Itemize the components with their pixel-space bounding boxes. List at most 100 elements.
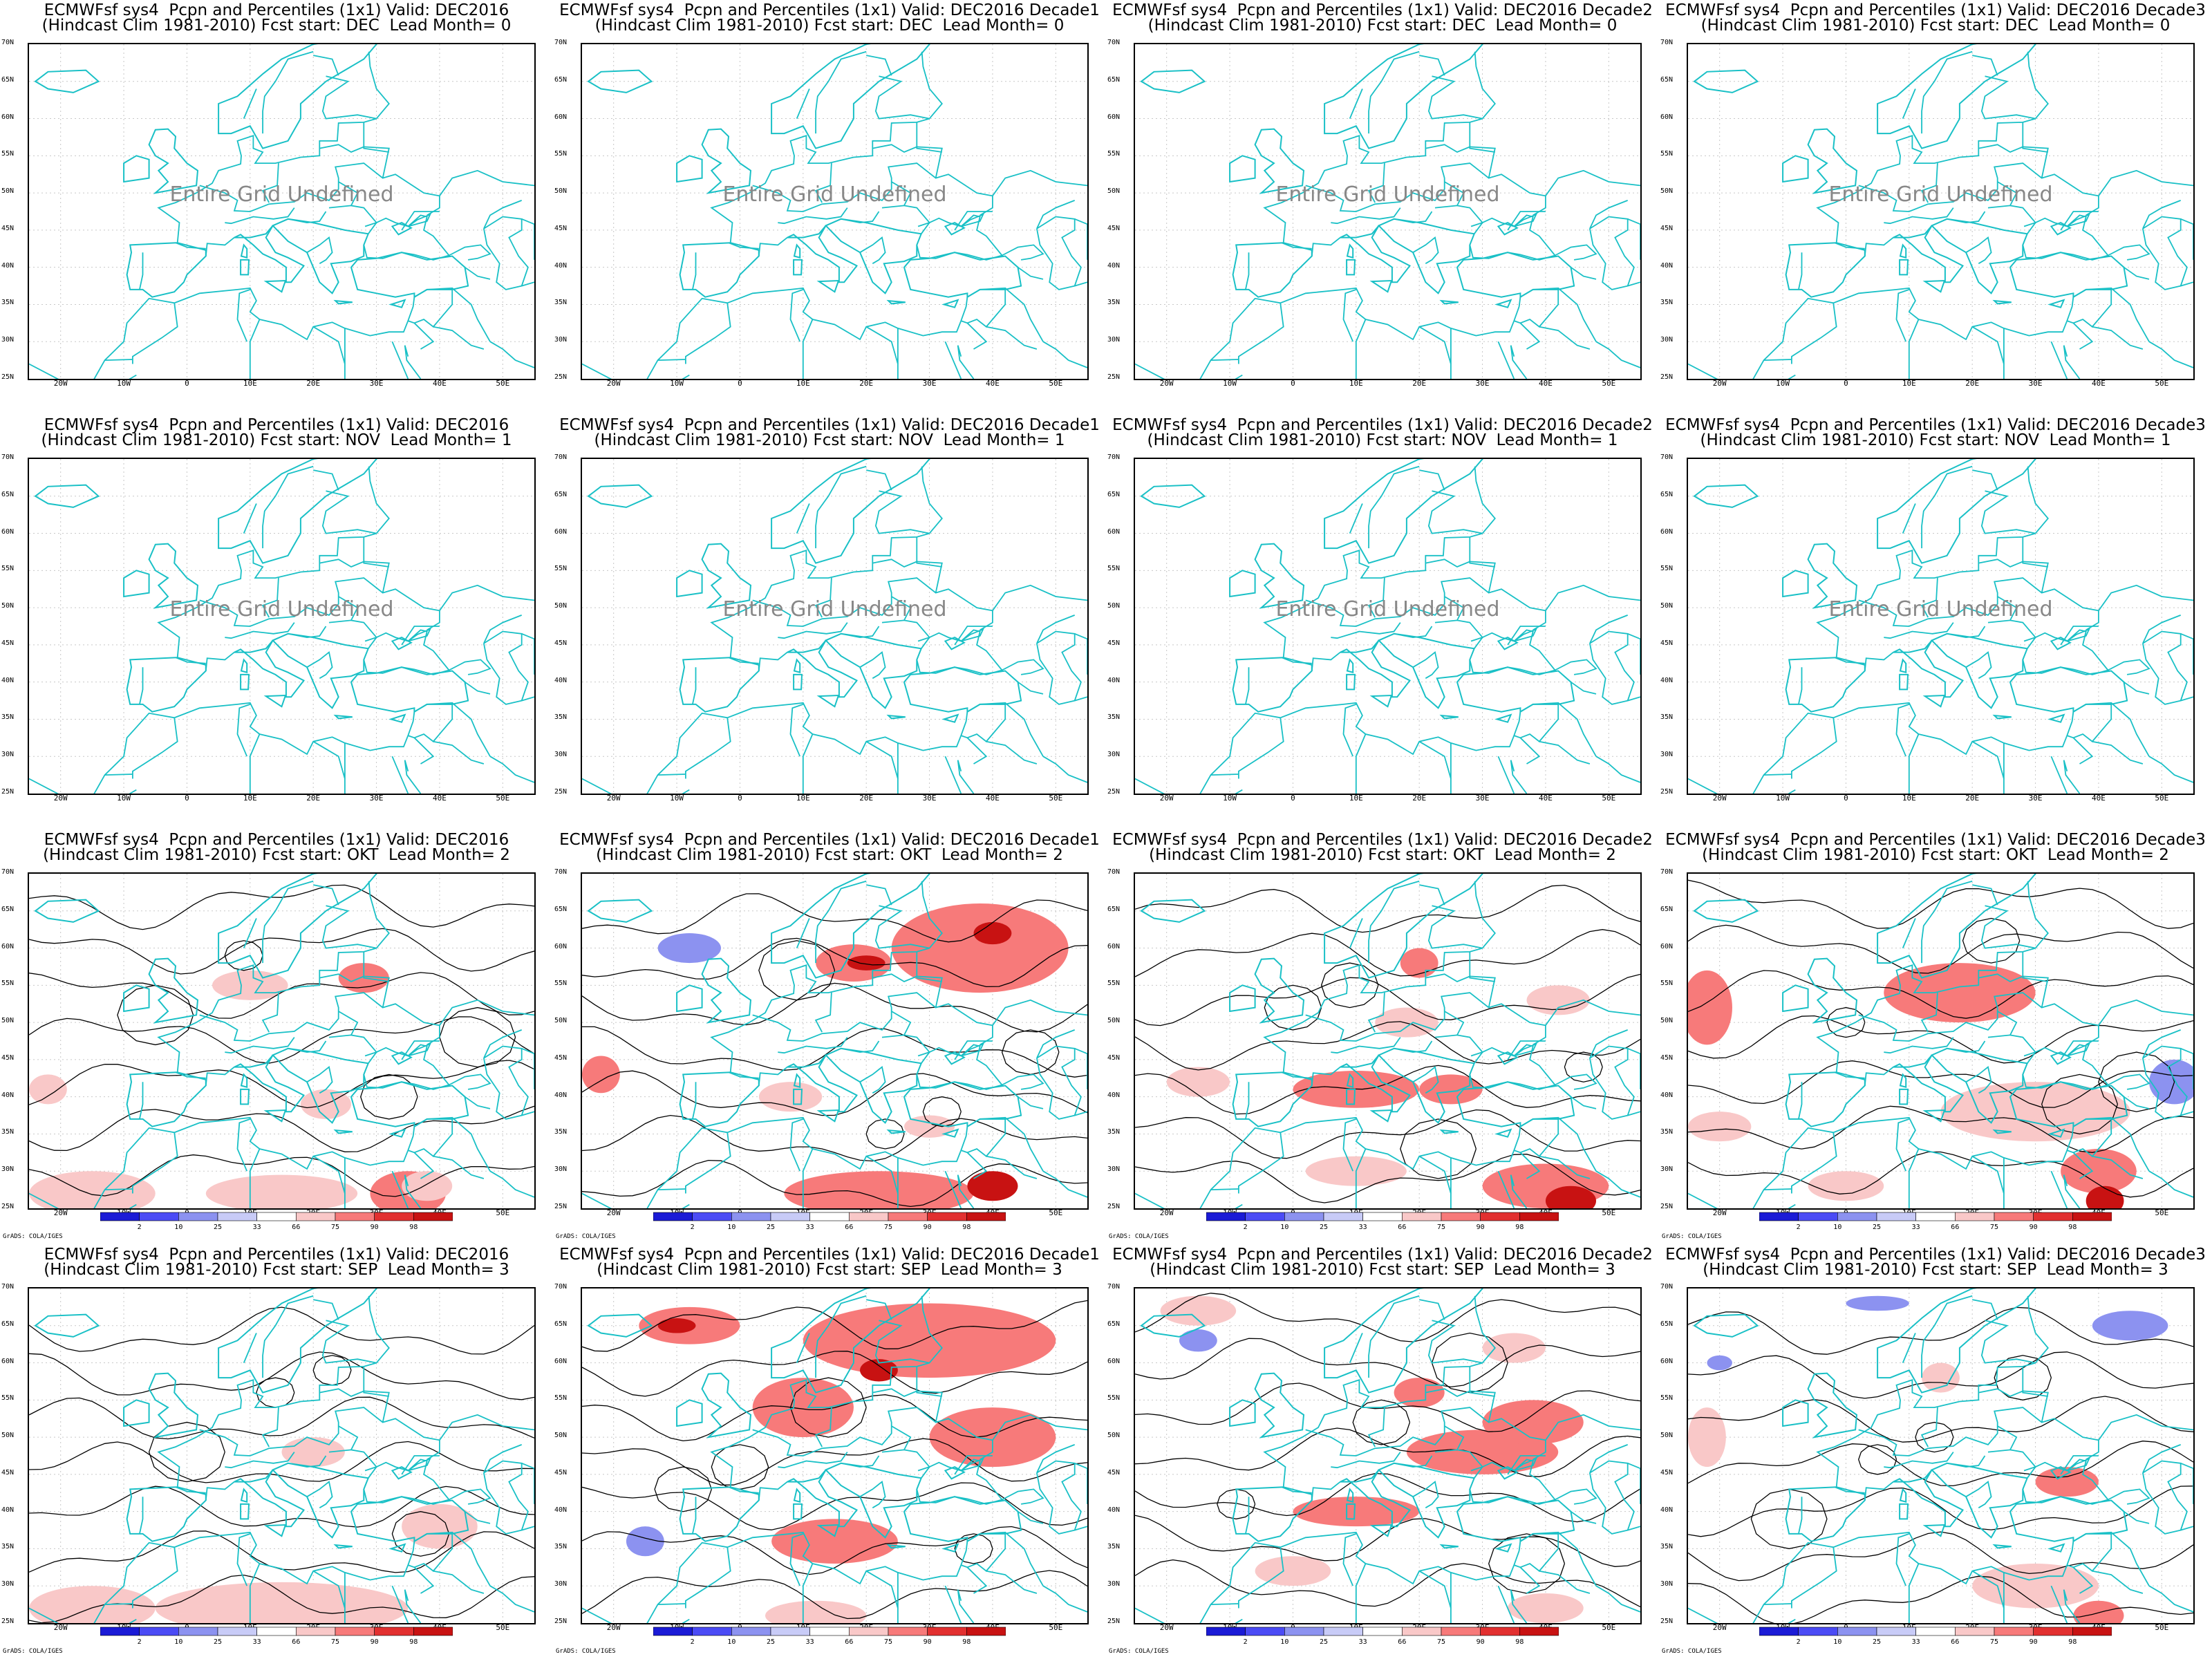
border-line: [131, 1547, 178, 1609]
colorbar-segment: [1876, 1212, 1916, 1221]
border-line: [1589, 615, 1629, 644]
border-line: [1688, 702, 2074, 794]
precip-contour: [1688, 1396, 2193, 1443]
border-line: [789, 1533, 804, 1586]
border-line: [225, 207, 295, 225]
percentile-shading: [891, 903, 1069, 993]
border-line: [199, 162, 440, 216]
coastline: [240, 243, 248, 259]
border-line: [439, 1414, 534, 1441]
border-line: [313, 55, 339, 76]
border-line: [313, 1299, 339, 1320]
colorbar-label: 33: [1358, 1638, 1367, 1646]
lat-tick-label: 70N: [1660, 39, 1674, 46]
border-line: [1474, 1295, 1496, 1364]
precip-contour: [1135, 1109, 1640, 1159]
lat-tick-label: 25N: [1, 788, 15, 796]
coastline: [587, 484, 653, 508]
border-line: [129, 789, 137, 794]
border-line: [483, 1444, 523, 1474]
map-frame: [1687, 872, 2195, 1210]
coastline: [886, 1129, 906, 1134]
lat-tick-label: 55N: [1107, 1394, 1121, 1403]
panel-subtitle: (Hindcast Clim 1981-2010) Fcst start: NO…: [1700, 431, 2171, 449]
border-line: [306, 236, 333, 265]
coastline: [1930, 1462, 2029, 1539]
panel-title: ECMWFsf sys4 Pcpn and Percentiles (1x1) …: [1112, 831, 1653, 849]
border-line: [1908, 319, 1920, 379]
colorbar-segment: [413, 1627, 453, 1636]
lat-tick-label: 45N: [1, 1468, 15, 1477]
border-line: [1305, 992, 1546, 1046]
panel-subtitle: (Hindcast Clim 1981-2010) Fcst start: NO…: [1147, 431, 1618, 449]
border-line: [407, 1457, 431, 1472]
border-line: [1469, 536, 1495, 568]
lon-tick-label: 0: [185, 379, 189, 388]
border-line: [1263, 905, 1483, 1073]
border-line: [363, 1459, 451, 1505]
border-line: [2022, 951, 2048, 982]
coastline: [676, 155, 703, 183]
map-frame: Entire Grid Undefined: [28, 43, 536, 380]
coastline: [263, 279, 287, 293]
border-line: [243, 1333, 257, 1363]
border-line: [986, 326, 1038, 350]
lat-tick-label: 60N: [554, 1357, 568, 1365]
border-line: [313, 469, 339, 491]
lon-tick-label: 10W: [1776, 794, 1790, 803]
lat-tick-label: 30N: [1660, 1165, 1674, 1174]
border-line: [199, 577, 440, 631]
colorbar-segment: [731, 1627, 771, 1636]
border-line: [2027, 881, 2049, 949]
lon-tick-label: 40E: [1539, 379, 1553, 388]
lat-tick-label: 30N: [1107, 1165, 1121, 1174]
coastline: [824, 1462, 923, 1539]
border-line: [891, 596, 912, 621]
coastline: [240, 1088, 250, 1105]
precip-contour: [29, 1306, 534, 1355]
colorbar-label: 66: [292, 1224, 301, 1231]
lat-tick-label: 70N: [1, 39, 15, 46]
border-line: [407, 1042, 431, 1057]
border-line: [2142, 615, 2182, 644]
border-line: [236, 289, 251, 342]
map-canvas: [582, 1288, 1087, 1623]
lat-tick-label: 65N: [1107, 1320, 1121, 1328]
coastline: [1324, 1288, 1483, 1394]
border-line: [1627, 1462, 1640, 1504]
coastline: [350, 252, 469, 299]
border-line: [319, 973, 390, 1008]
precip-contour: [582, 1300, 1087, 1352]
panel-subtitle: (Hindcast Clim 1981-2010) Fcst start: DE…: [594, 17, 1065, 35]
coastline: [1456, 666, 1575, 713]
border-line: [312, 1570, 346, 1609]
colorbar-label: 33: [805, 1224, 814, 1231]
lat-tick-label: 50N: [1660, 602, 1674, 610]
coastline: [941, 299, 959, 308]
lat-tick-label: 55N: [1660, 565, 1674, 573]
border-line: [2142, 1460, 2188, 1535]
border-line: [288, 626, 327, 639]
border-line: [728, 657, 759, 664]
border-line: [921, 881, 943, 949]
undefined-grid-message: Entire Grid Undefined: [1828, 182, 2053, 207]
lat-tick-label: 55N: [554, 1394, 568, 1403]
border-line: [489, 756, 534, 783]
coastline: [1232, 1071, 1313, 1127]
border-line: [199, 1407, 440, 1461]
precip-contour: [29, 1154, 534, 1197]
border-line: [752, 992, 993, 1046]
colorbar-label: 33: [1911, 1638, 1920, 1646]
border-line: [2060, 626, 2099, 646]
border-line: [582, 287, 968, 379]
coastline: [793, 243, 801, 259]
lat-tick-label: 30N: [1660, 1580, 1674, 1588]
coastline: [240, 1503, 250, 1520]
border-line: [2110, 1117, 2150, 1172]
border-line: [1627, 1111, 1640, 1116]
border-line: [1305, 1407, 1546, 1461]
border-line: [2142, 200, 2182, 229]
border-line: [1074, 281, 1087, 287]
border-line: [2022, 122, 2048, 153]
precip-contour: [1135, 1293, 1640, 1342]
